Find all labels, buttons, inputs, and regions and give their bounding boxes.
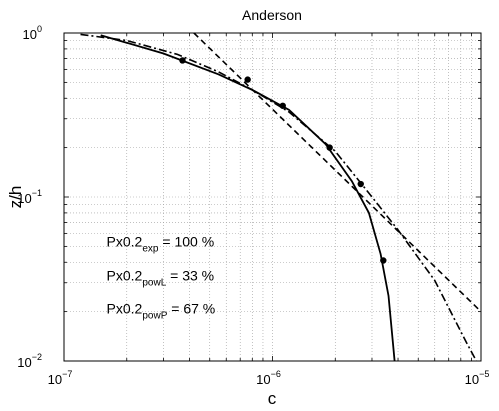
annotation-prefix: Px0.2	[107, 300, 143, 316]
y-axis-label: z/h	[6, 186, 25, 209]
tick-base: 10	[17, 355, 31, 370]
annotation-prefix: Px0.2	[107, 233, 143, 249]
y-tick-label: 10−2	[17, 352, 42, 370]
tick-base: 10	[23, 27, 37, 42]
series-layer	[80, 32, 482, 362]
x-tick-label: 10−6	[256, 369, 281, 387]
dashed-curve	[193, 32, 482, 313]
annotation-subscript: powL	[142, 277, 166, 288]
x-tick-label: 10−5	[465, 369, 490, 387]
y-tick-label: 100	[23, 24, 42, 42]
tick-exponent: −2	[32, 352, 42, 362]
tick-base: 10	[17, 191, 31, 206]
annotation-prefix: Px0.2	[107, 267, 143, 283]
annotation-value: = 33 %	[166, 267, 214, 283]
annotation-value: = 100 %	[158, 233, 214, 249]
chart-title: Anderson	[242, 7, 302, 23]
ticks	[63, 32, 482, 362]
tick-exponent: −7	[62, 369, 72, 379]
annotation-value: = 67 %	[167, 300, 215, 316]
annotation: Px0.2powL = 33 %	[107, 267, 215, 288]
x-axis-label: c	[268, 389, 277, 408]
tick-base: 10	[465, 372, 479, 387]
data-point	[244, 76, 251, 83]
tick-base: 10	[256, 372, 270, 387]
solid-curve	[100, 34, 396, 362]
y-tick-label: 10−1	[17, 188, 42, 206]
tick-exponent: −1	[32, 188, 42, 198]
annotation-subscript: powP	[142, 310, 167, 321]
grid	[64, 33, 481, 361]
tick-exponent: 0	[37, 24, 42, 34]
tick-exponent: −5	[479, 369, 489, 379]
tick-base: 10	[48, 372, 62, 387]
dash-dot-curve	[80, 33, 478, 362]
annotation-subscript: exp	[142, 243, 159, 254]
tick-exponent: −6	[271, 369, 281, 379]
annotation: Px0.2powP = 67 %	[107, 300, 216, 321]
x-tick-label: 10−7	[48, 369, 73, 387]
annotation: Px0.2exp = 100 %	[107, 233, 215, 254]
annotations: Px0.2exp = 100 %Px0.2powL = 33 %Px0.2pow…	[107, 233, 216, 321]
